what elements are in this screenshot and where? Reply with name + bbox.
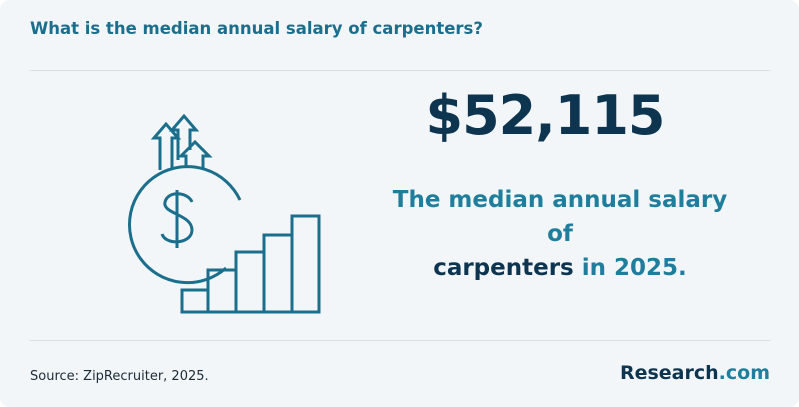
- arrow-up: [150, 121, 182, 170]
- coin-circle: [127, 165, 242, 285]
- salary-value: $52,115: [425, 84, 666, 147]
- description-tail: in 2025.: [581, 255, 687, 281]
- arrow-up: [168, 113, 200, 160]
- growth-bar: [290, 214, 321, 314]
- divider: [30, 340, 770, 341]
- salary-description: The median annual salary of carpenters i…: [380, 183, 740, 285]
- description-lead: The median annual salary of: [392, 187, 728, 247]
- growth-bar: [234, 250, 266, 314]
- brand-logo[interactable]: Research.com: [620, 362, 770, 384]
- brand-suffix: .com: [718, 362, 770, 384]
- divider: [30, 70, 770, 71]
- source: Source: ZipRecruiter, 2025.: [30, 369, 209, 384]
- growth-bar: [180, 288, 210, 314]
- arrow-up: [177, 139, 213, 168]
- growth-bar: [262, 233, 294, 314]
- description-subject: carpenters: [433, 255, 574, 281]
- title: What is the median annual salary of carp…: [30, 19, 483, 38]
- brand-name: Research: [619, 362, 719, 384]
